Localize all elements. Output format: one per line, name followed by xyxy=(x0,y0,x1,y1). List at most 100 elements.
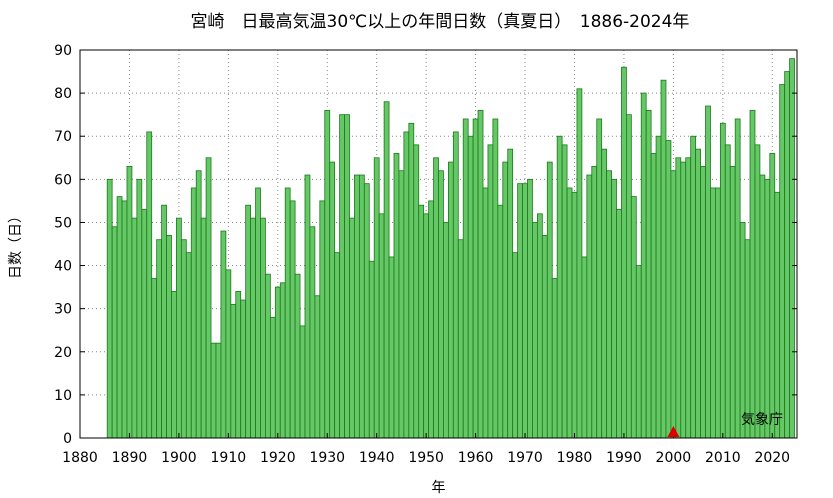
y-axis-label: 日数（日） xyxy=(8,209,24,279)
x-tick-label: 2010 xyxy=(705,450,741,466)
bar-1900 xyxy=(176,217,182,439)
bar-1914 xyxy=(245,204,251,439)
bar-2013 xyxy=(734,118,741,439)
bar-1906 xyxy=(205,157,212,439)
bar-1911 xyxy=(230,303,237,439)
bar-1929 xyxy=(319,200,326,439)
bar-1956 xyxy=(452,131,459,439)
marker-triangle xyxy=(667,426,680,437)
bar-2000 xyxy=(670,170,677,439)
bar-1918 xyxy=(265,273,271,439)
bar-2019 xyxy=(764,178,771,439)
bar-2017 xyxy=(754,144,761,439)
y-tick-label: 50 xyxy=(54,215,72,231)
bar-2001 xyxy=(675,157,682,439)
bar-1955 xyxy=(447,161,454,439)
bar-1902 xyxy=(185,252,192,439)
bar-1939 xyxy=(368,260,375,439)
bar-1949 xyxy=(418,204,425,439)
bar-2023 xyxy=(784,71,790,439)
y-tick-label: 20 xyxy=(54,345,72,361)
bar-1917 xyxy=(260,217,266,439)
source-credit: 気象庁 xyxy=(741,412,783,428)
bar-1979 xyxy=(566,187,573,439)
y-axis-ticks: 0 10 20 30 40 50 60 70 80 90 xyxy=(54,43,797,447)
y-tick-label: 90 xyxy=(54,43,72,59)
bar-1890 xyxy=(126,165,133,439)
bar-1980 xyxy=(571,191,578,439)
bar-1941 xyxy=(378,213,385,439)
bar-1988 xyxy=(611,178,617,439)
bar-1973 xyxy=(536,213,543,439)
bar-1898 xyxy=(166,234,172,439)
bars xyxy=(106,58,795,439)
bar-2010 xyxy=(719,122,726,439)
bar-1985 xyxy=(596,118,603,439)
bar-1981 xyxy=(576,88,583,439)
bar-1995 xyxy=(645,109,652,439)
bar-1943 xyxy=(388,256,395,439)
bar-1977 xyxy=(556,135,563,439)
bar-1976 xyxy=(551,278,558,439)
bar-2015 xyxy=(744,239,751,439)
bar-1986 xyxy=(601,148,608,439)
x-tick-label: 2000 xyxy=(656,450,692,466)
bar-1937 xyxy=(358,174,365,439)
bar-1945 xyxy=(398,170,405,439)
bar-1951 xyxy=(428,200,434,439)
gridlines xyxy=(80,50,797,438)
bar-1904 xyxy=(195,170,202,439)
x-tick-label: 1990 xyxy=(606,450,642,466)
bar-1891 xyxy=(131,217,138,439)
bar-2012 xyxy=(729,165,736,439)
bar-1912 xyxy=(235,291,242,439)
bar-1984 xyxy=(591,165,598,439)
y-tick-label: 70 xyxy=(54,129,72,145)
bar-1983 xyxy=(586,174,593,439)
bar-1993 xyxy=(635,265,642,439)
bar-1936 xyxy=(354,174,360,439)
x-tick-label: 1920 xyxy=(260,450,296,466)
bar-1994 xyxy=(640,92,647,439)
bar-2008 xyxy=(710,187,716,439)
bar-1970 xyxy=(522,183,528,439)
bar-1919 xyxy=(269,316,276,439)
bar-1942 xyxy=(383,101,390,439)
bar-1971 xyxy=(527,178,533,439)
bar-2024 xyxy=(789,58,795,439)
bar-1961 xyxy=(477,109,484,439)
bar-1953 xyxy=(438,170,444,439)
plot-frame xyxy=(79,49,798,439)
bar-2011 xyxy=(724,144,731,439)
bar-1974 xyxy=(541,234,548,439)
bar-1946 xyxy=(403,131,410,439)
bar-1893 xyxy=(141,209,148,439)
bar-1938 xyxy=(363,183,370,439)
bar-1889 xyxy=(121,200,128,439)
bar-1972 xyxy=(532,222,538,439)
bar-1948 xyxy=(413,144,420,439)
bar-1978 xyxy=(561,144,568,439)
bar-2007 xyxy=(705,105,711,439)
bar-1913 xyxy=(240,299,247,439)
bar-1989 xyxy=(616,209,622,439)
bar-2014 xyxy=(739,222,746,439)
bar-1996 xyxy=(650,153,657,439)
bar-1927 xyxy=(309,226,316,439)
bar-1899 xyxy=(171,291,177,439)
x-tick-label: 1890 xyxy=(112,450,148,466)
bar-1950 xyxy=(423,213,430,439)
x-tick-label: 1900 xyxy=(161,450,197,466)
bar-1886 xyxy=(106,178,113,439)
x-tick-label: 1970 xyxy=(507,450,543,466)
bar-1998 xyxy=(660,79,667,439)
bar-1925 xyxy=(299,325,306,439)
x-axis-ticks: 1880 1890 1900 1910 1920 1930 1940 1950 1960 1970… xyxy=(62,433,790,466)
x-tick-label: 1980 xyxy=(557,450,593,466)
bar-2009 xyxy=(715,187,721,439)
bar-1960 xyxy=(472,118,479,439)
bar-1935 xyxy=(349,217,355,439)
bar-1903 xyxy=(190,187,197,439)
bar-1921 xyxy=(279,282,286,439)
bar-1999 xyxy=(665,140,672,439)
